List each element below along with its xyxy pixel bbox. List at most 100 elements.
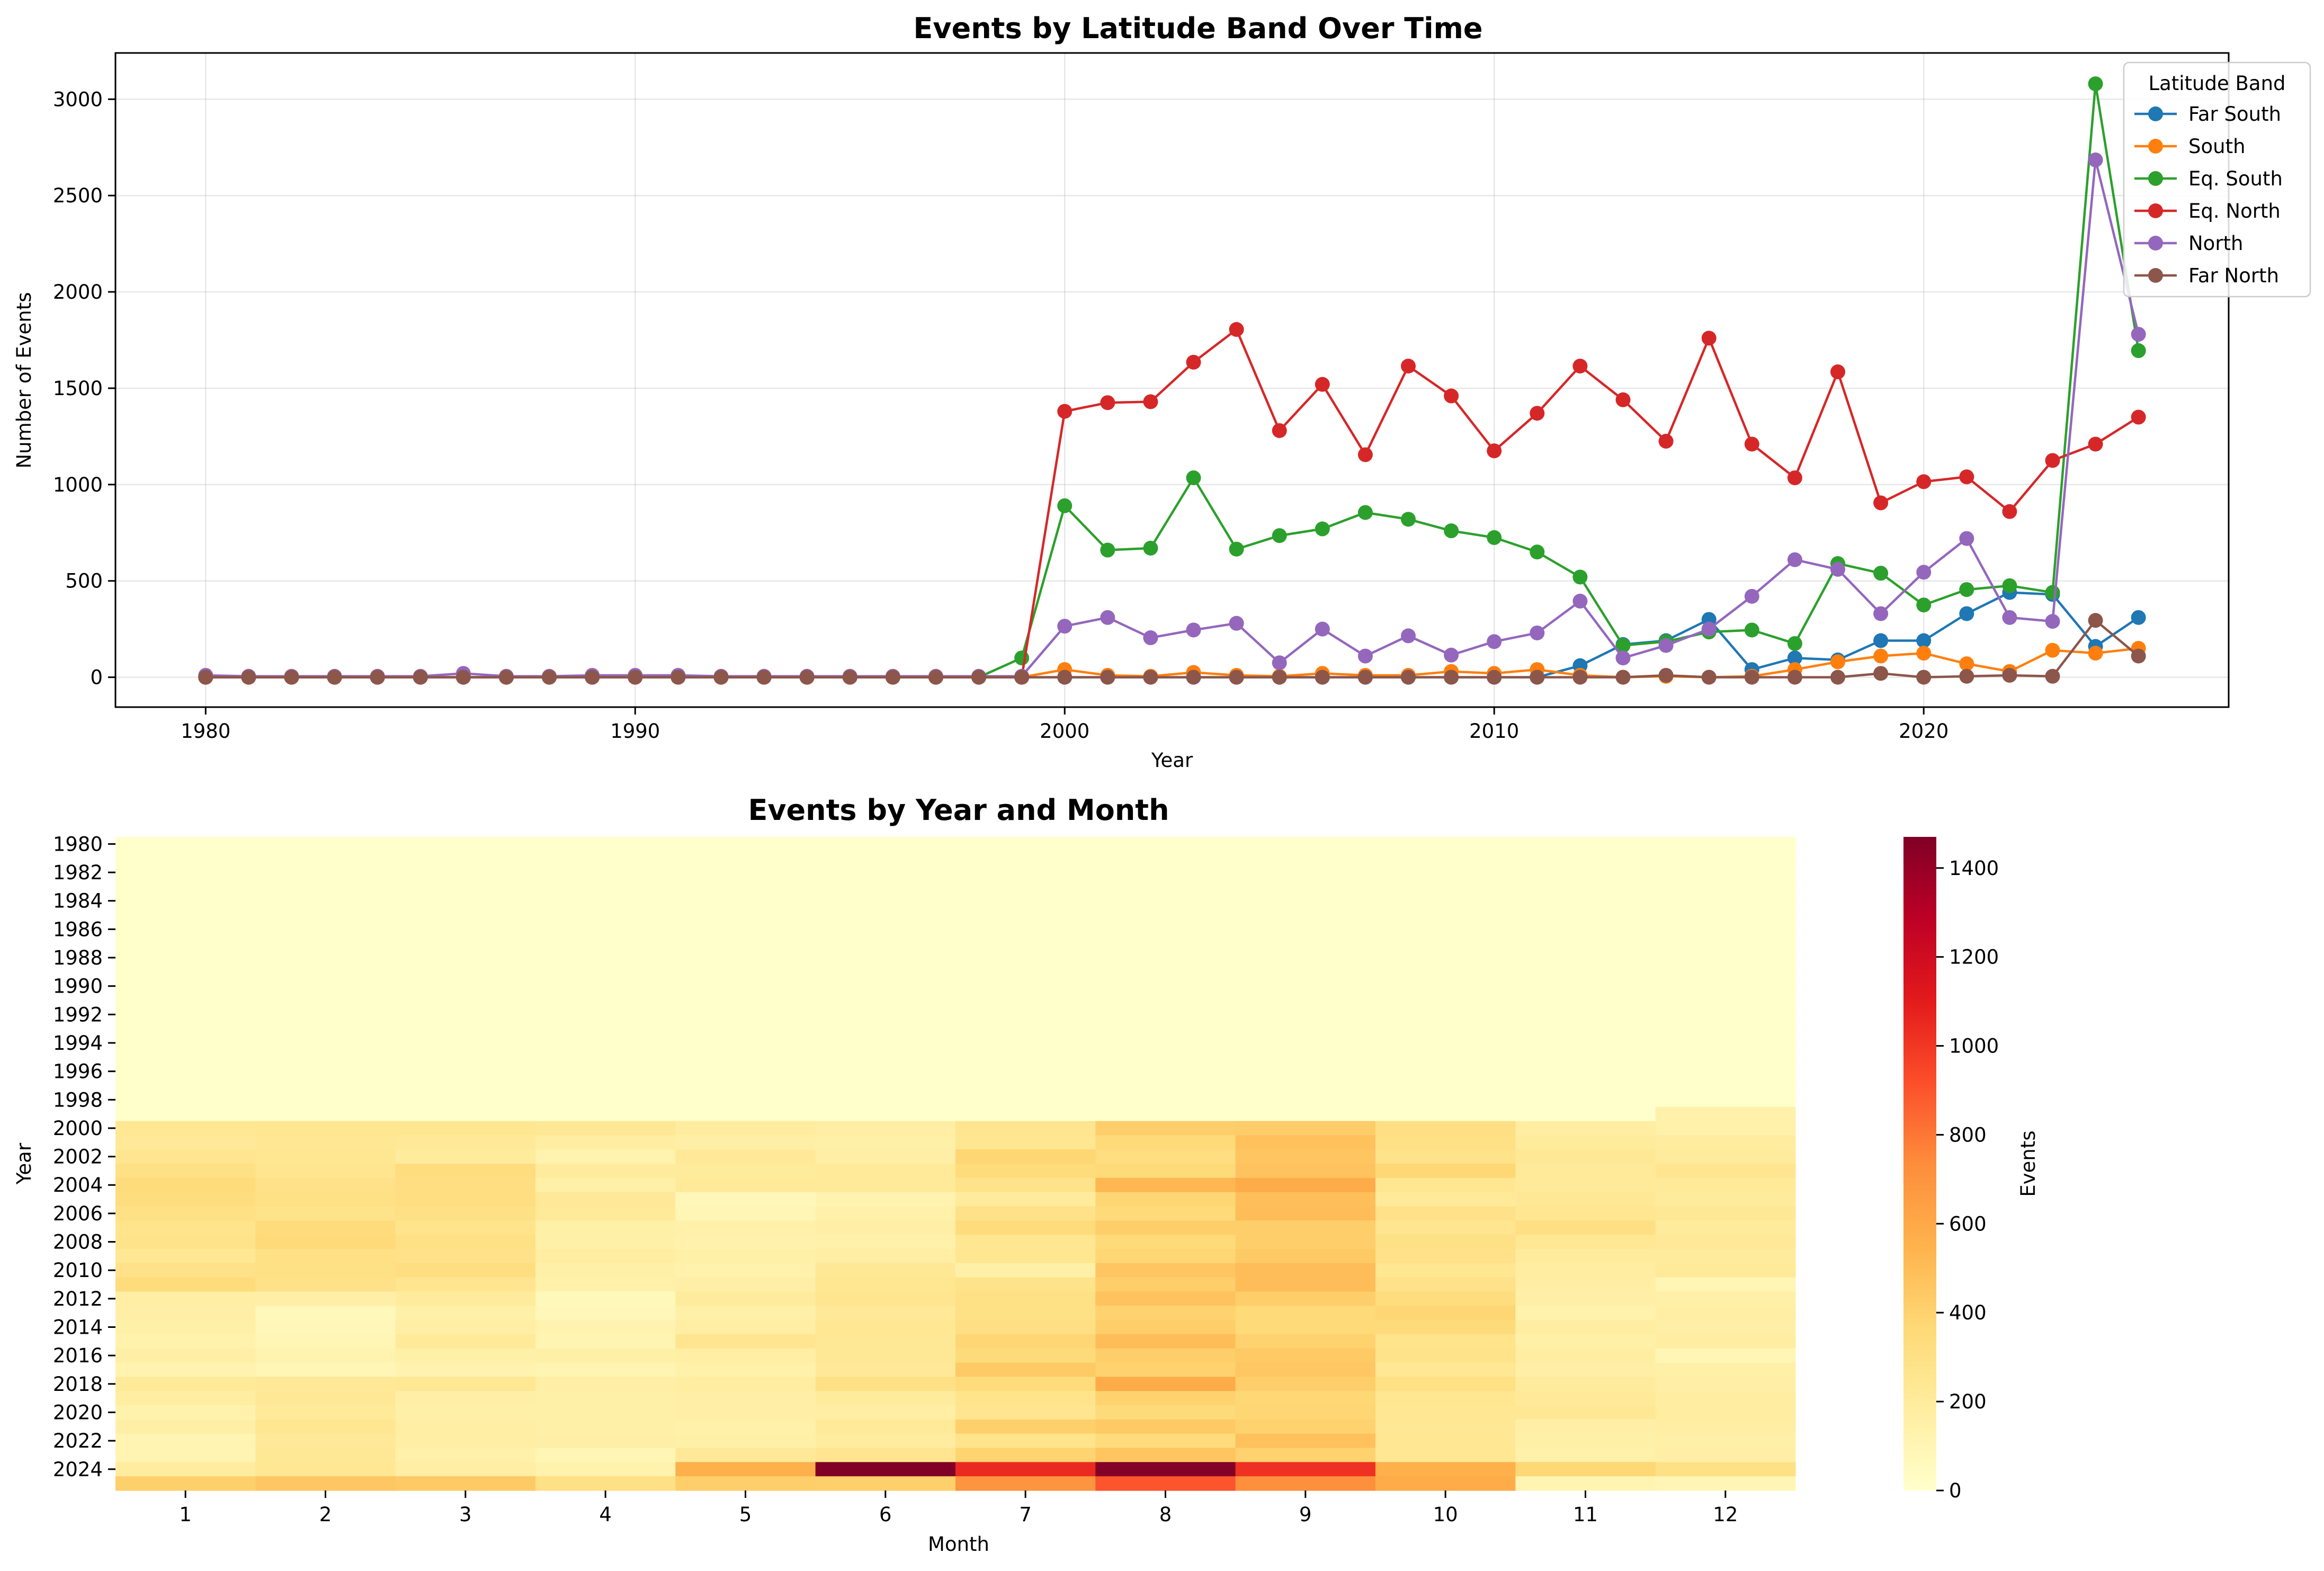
heatmap-cell [1655,1320,1796,1335]
heatmap-cell [535,1419,676,1434]
heatmap-cell [1655,1235,1796,1249]
data-point [1615,650,1631,666]
heatmap-cell [815,950,956,966]
data-point [1272,528,1287,543]
heatmap-cell [1095,950,1236,966]
data-point [2088,613,2103,628]
heatmap-cell [1095,1462,1236,1477]
data-point [1787,636,1802,651]
heatmap-cell [1235,1220,1376,1235]
heatmap-cell [535,1106,676,1122]
data-point [1959,668,1974,684]
heatmap-cell [255,936,396,951]
data-point [2131,648,2146,664]
heatmap-title: Events by Year and Month [748,793,1169,827]
heatmap-cell [675,1263,816,1278]
heatmap-cell [1095,1448,1236,1462]
heatmap-cell [535,1348,676,1363]
heatmap-cell [1095,965,1236,979]
data-point [1057,670,1072,685]
heatmap-cell [1375,1433,1516,1449]
heatmap-cell [115,894,256,908]
heatmap-cell [1235,1419,1376,1434]
data-point [1658,667,1674,683]
heatmap-cell [115,1149,256,1164]
heatmap-cell [955,965,1096,979]
heatmap-cell [115,979,256,994]
heatmap-cell [1235,879,1376,894]
heatmap-cell [955,1263,1096,1278]
heatmap-cell [255,1306,396,1320]
heatmap-cell [1515,1377,1656,1391]
heatmap-cell [115,1007,256,1022]
legend-label: Far North [2188,264,2279,287]
heatmap-cell [815,1476,956,1491]
heatmap-cell [955,865,1096,880]
heatmap-cell [115,865,256,880]
heatmap-cell [535,908,676,923]
heatmap-cell [1655,1248,1796,1264]
data-point [498,670,514,685]
heatmap-cell [115,1050,256,1065]
year-tick-label: 1984 [53,890,103,913]
heatmap-cell [1655,922,1796,937]
month-tick-label: 12 [1713,1503,1738,1526]
heatmap-cell [1655,879,1796,894]
x-tick-label: 1990 [610,720,660,743]
data-point [1444,523,1459,539]
heatmap-cell [1375,993,1516,1008]
heatmap-cell [1515,1462,1656,1477]
year-tick-label: 1996 [53,1060,103,1083]
heatmap-cell [535,1078,676,1093]
heatmap-cell [395,1377,536,1391]
heatmap-cell [815,1419,956,1434]
heatmap-cell [1375,1021,1516,1037]
data-point [1487,634,1502,649]
heatmap-cell [395,1391,536,1406]
colorbar-ticks: 0 200 400 600 800 1000 1200 1400 [1936,857,1999,1502]
heatmap-cell [535,1021,676,1037]
data-point [1916,597,1932,613]
heatmap-cell [395,1334,536,1349]
data-point [1229,541,1244,557]
year-tick-label: 2008 [53,1231,103,1254]
heatmap-cell [1655,1050,1796,1065]
heatmap-cell [1515,1021,1656,1037]
heatmap-cell [815,1192,956,1207]
heatmap-cell [1655,993,1796,1008]
heatmap-cell [1515,1078,1656,1093]
month-tick-label: 6 [879,1503,892,1526]
heatmap-cell [1235,1448,1376,1462]
data-point [1701,331,1717,346]
heatmap-cell [1375,1306,1516,1320]
heatmap-cell [395,1177,536,1193]
data-point [1744,670,1759,685]
heatmap-cell [115,1448,256,1462]
heatmap-cell [815,979,956,994]
heatmap-cell [395,922,536,937]
heatmap-cell [1095,1135,1236,1150]
heatmap-cell [1655,1306,1796,1320]
heatmap-cell [255,965,396,979]
heatmap-cell [1095,1021,1236,1037]
heatmap-cell [1235,908,1376,923]
legend-label: Far South [2188,103,2281,126]
heatmap-cell [955,1177,1096,1193]
heatmap-cell [675,1433,816,1449]
data-point [2045,642,2060,658]
heatmap-cell [1095,1348,1236,1363]
data-point [1100,395,1115,410]
heatmap-cell [1515,1448,1656,1462]
heatmap-cell [395,950,536,966]
heatmap-cell [535,837,676,852]
heatmap-cell [115,1334,256,1349]
heatmap-cell [535,1320,676,1335]
heatmap-cell [115,1377,256,1391]
heatmap-cell [535,1476,676,1491]
legend-label: South [2188,135,2246,158]
data-point [1444,670,1459,685]
heatmap-cell [395,1092,536,1108]
heatmap-cell [1655,1405,1796,1420]
heatmap-cell [1235,1021,1376,1037]
